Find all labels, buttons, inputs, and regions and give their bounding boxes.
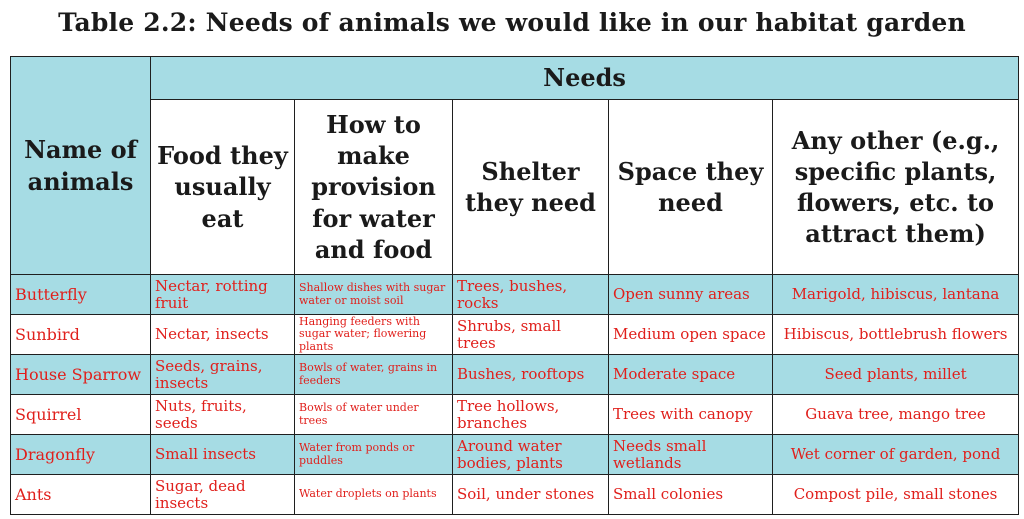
other-header: Any other (e.g., specific plants, flower… bbox=[771, 99, 1020, 275]
shelter-cell: Soil, under stones bbox=[452, 474, 609, 515]
shelter-cell: Shrubs, small trees bbox=[452, 314, 609, 355]
shelter-cell: Bushes, rooftops bbox=[452, 354, 609, 395]
space-cell: Open sunny areas bbox=[608, 274, 773, 315]
space-cell: Needs small wetlands bbox=[608, 434, 773, 475]
animal-name-cell: Butterfly bbox=[10, 274, 151, 315]
space-cell: Moderate space bbox=[608, 354, 773, 395]
other-cell: Wet corner of garden, pond bbox=[771, 434, 1020, 475]
shelter-cell: Around water bodies, plants bbox=[452, 434, 609, 475]
table-row: Butterfly Nectar, rotting fruit Shallow … bbox=[10, 274, 1020, 315]
provision-header: How to make provision for water and food bbox=[294, 99, 453, 275]
table-row: Dragonfly Small insects Water from ponds… bbox=[10, 434, 1020, 475]
name-of-animals-header: Name of animals bbox=[10, 56, 151, 275]
shelter-header: Shelter they need bbox=[452, 99, 609, 275]
space-cell: Trees with canopy bbox=[608, 394, 773, 435]
table-row: Squirrel Nuts, fruits, seeds Bowls of wa… bbox=[10, 394, 1020, 435]
food-header: Food they usually eat bbox=[150, 99, 295, 275]
needs-header: Needs bbox=[149, 56, 1020, 100]
shelter-cell: Trees, bushes, rocks bbox=[452, 274, 609, 315]
space-cell: Small colonies bbox=[608, 474, 773, 515]
provision-cell: Bowls of water under trees bbox=[294, 394, 453, 435]
other-cell: Hibiscus, bottlebrush flowers bbox=[771, 314, 1020, 355]
food-cell: Nectar, insects bbox=[150, 314, 295, 355]
other-cell: Seed plants, millet bbox=[771, 354, 1020, 395]
table-row: House Sparrow Seeds, grains, insects Bow… bbox=[10, 354, 1020, 395]
space-header: Space they need bbox=[608, 99, 773, 275]
provision-cell: Hanging feeders with sugar water; flower… bbox=[294, 314, 453, 355]
animal-name-cell: Squirrel bbox=[10, 394, 151, 435]
space-cell: Medium open space bbox=[608, 314, 773, 355]
animal-name-cell: Sunbird bbox=[10, 314, 151, 355]
animal-name-cell: Dragonfly bbox=[10, 434, 151, 475]
food-cell: Small insects bbox=[150, 434, 295, 475]
animal-name-cell: Ants bbox=[10, 474, 151, 515]
animal-needs-table: Name of animals Needs Food they usually … bbox=[10, 56, 1020, 515]
food-cell: Seeds, grains, insects bbox=[150, 354, 295, 395]
other-cell: Marigold, hibiscus, lantana bbox=[771, 274, 1020, 315]
animal-name-cell: House Sparrow bbox=[10, 354, 151, 395]
other-cell: Compost pile, small stones bbox=[771, 474, 1020, 515]
shelter-cell: Tree hollows, branches bbox=[452, 394, 609, 435]
provision-cell: Water from ponds or puddles bbox=[294, 434, 453, 475]
other-cell: Guava tree, mango tree bbox=[771, 394, 1020, 435]
table-title: Table 2.2: Needs of animals we would lik… bbox=[58, 8, 966, 37]
provision-cell: Shallow dishes with sugar water or moist… bbox=[294, 274, 453, 315]
food-cell: Sugar, dead insects bbox=[150, 474, 295, 515]
provision-cell: Bowls of water, grains in feeders bbox=[294, 354, 453, 395]
table-row: Ants Sugar, dead insects Water droplets … bbox=[10, 474, 1020, 515]
food-cell: Nuts, fruits, seeds bbox=[150, 394, 295, 435]
food-cell: Nectar, rotting fruit bbox=[150, 274, 295, 315]
table-row: Sunbird Nectar, insects Hanging feeders … bbox=[10, 314, 1020, 355]
provision-cell: Water droplets on plants bbox=[294, 474, 453, 515]
